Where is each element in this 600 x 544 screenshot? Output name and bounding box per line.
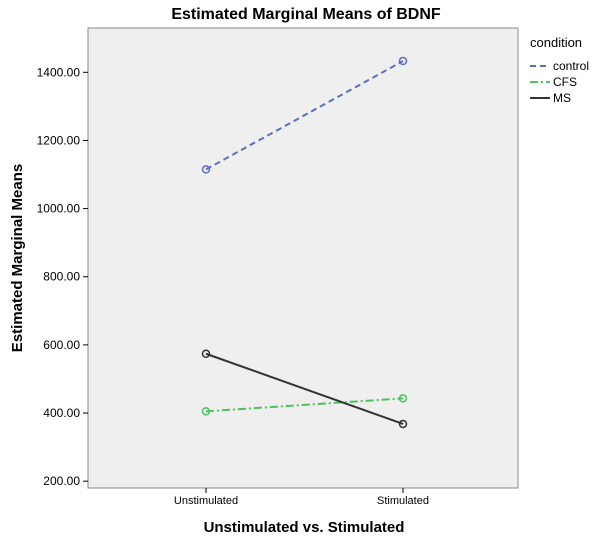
series-line-control (205, 60, 404, 171)
legend-label: MS (553, 91, 571, 105)
y-tick-label: 200.00 (43, 474, 80, 488)
data-point-cfs (201, 407, 211, 416)
data-point-cfs (398, 394, 408, 403)
data-point-control (201, 165, 211, 174)
y-axis: 200.00 400.00 600.00 800.00 1000.00 1200.00 14… (37, 65, 88, 488)
legend-item-ms: MS (530, 91, 571, 105)
plot-area (87, 27, 519, 489)
x-axis: Unstimulated Stimulated (174, 488, 429, 507)
chart-title: Estimated Marginal Means of BDNF (171, 6, 441, 23)
series-ms (201, 349, 408, 429)
legend-title: condition (530, 35, 582, 50)
series-control (201, 56, 408, 174)
series-layer (201, 56, 408, 429)
legend-item-control: control (530, 59, 589, 73)
y-tick-label: 400.00 (43, 406, 80, 420)
data-point-ms (201, 349, 211, 358)
y-tick-label: 1200.00 (37, 133, 81, 147)
data-point-ms (398, 419, 408, 429)
series-line-cfs (205, 397, 404, 413)
legend: condition control CFS MS (530, 35, 589, 105)
series-cfs (201, 394, 408, 416)
data-point-control (398, 56, 408, 66)
x-tick-label: Unstimulated (174, 495, 238, 507)
y-tick-label: 1000.00 (37, 202, 81, 216)
y-tick-label: 1400.00 (37, 65, 81, 79)
y-axis-title: Estimated Marginal Means (9, 164, 26, 352)
legend-label: CFS (553, 75, 577, 89)
legend-label: control (553, 59, 589, 73)
y-tick-label: 800.00 (43, 270, 80, 284)
y-tick-label: 600.00 (43, 338, 80, 352)
x-axis-title: Unstimulated vs. Stimulated (204, 519, 405, 536)
legend-item-cfs: CFS (530, 75, 577, 89)
series-line-ms (205, 352, 404, 425)
x-tick-label: Stimulated (377, 495, 429, 507)
